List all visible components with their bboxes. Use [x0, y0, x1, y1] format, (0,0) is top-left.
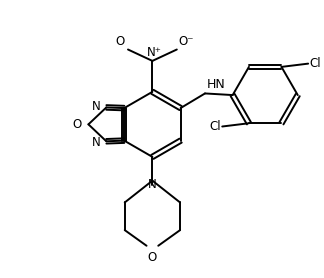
Text: Cl: Cl — [310, 57, 321, 70]
Text: N: N — [92, 136, 100, 149]
Text: N: N — [148, 178, 157, 191]
Text: HN: HN — [207, 78, 226, 91]
Text: O⁻: O⁻ — [179, 35, 194, 48]
Text: N: N — [92, 100, 100, 113]
Text: Cl: Cl — [209, 120, 221, 133]
Text: O: O — [115, 35, 125, 48]
Text: O: O — [72, 118, 81, 131]
Text: N⁺: N⁺ — [146, 46, 161, 59]
Text: O: O — [148, 251, 157, 264]
